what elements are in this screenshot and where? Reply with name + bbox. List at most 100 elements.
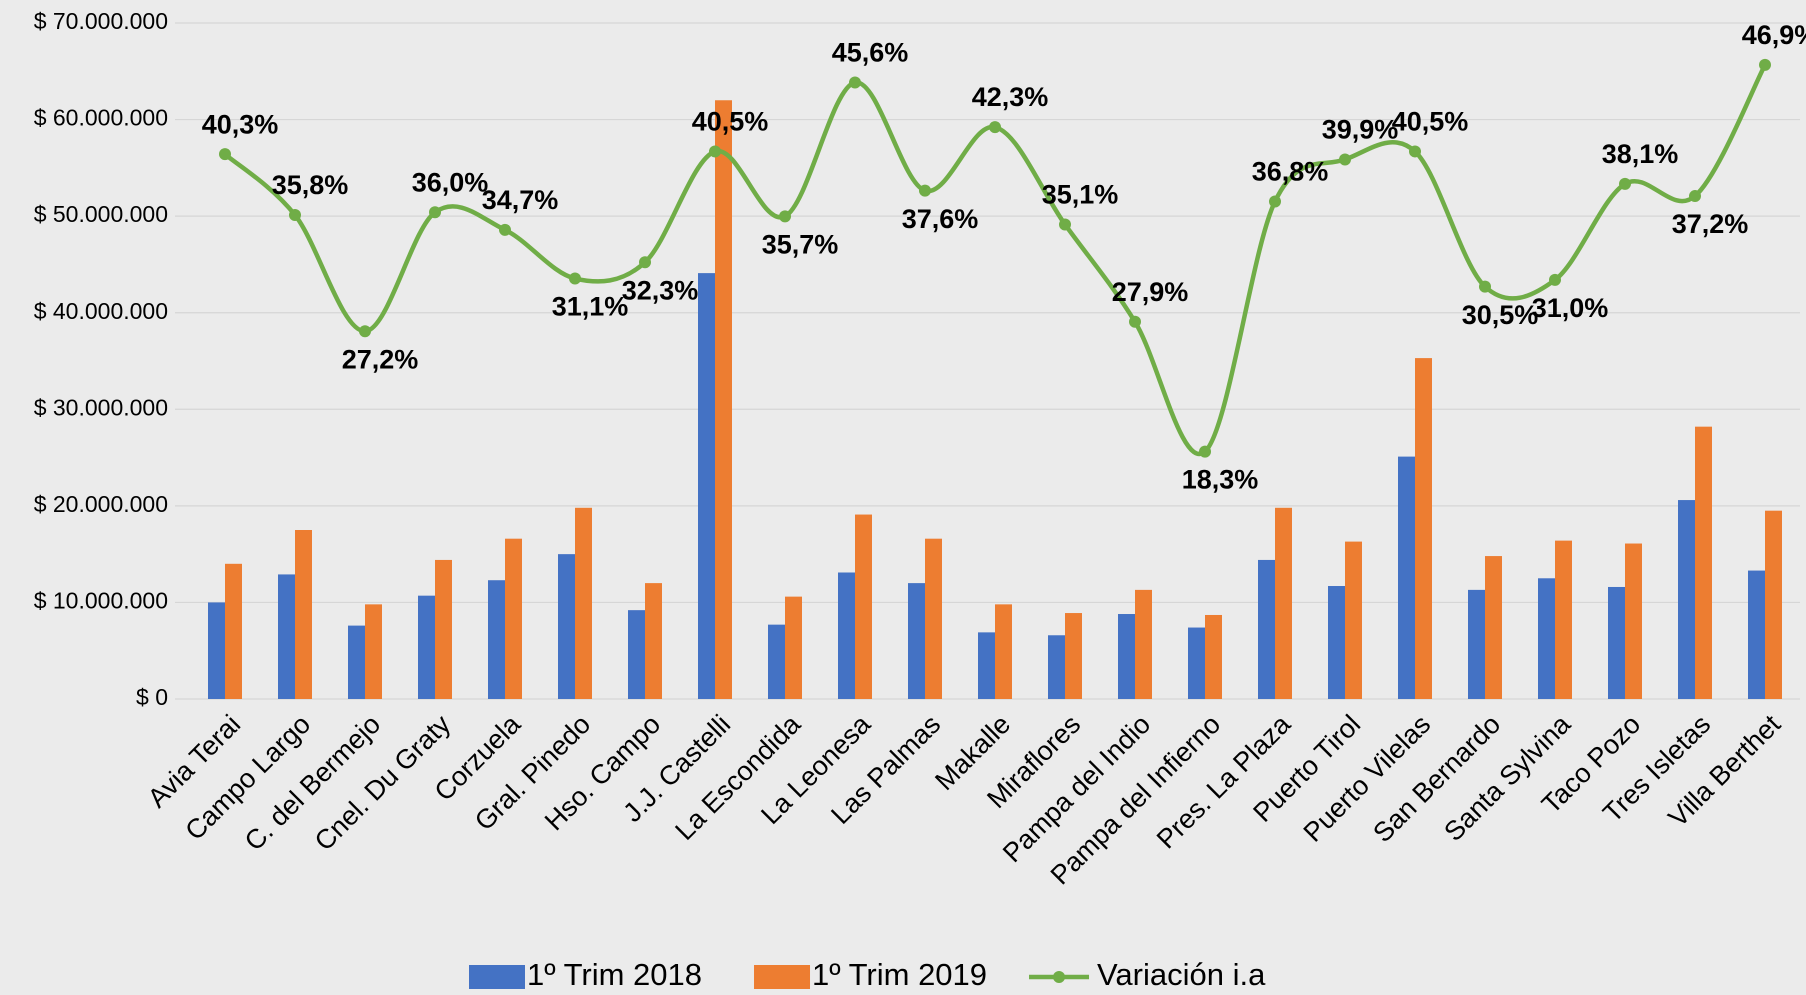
bar — [908, 583, 925, 699]
line-marker — [1129, 315, 1141, 328]
y-tick-label: $ 0 — [136, 684, 168, 710]
bar — [1258, 559, 1275, 699]
bar — [1135, 589, 1152, 699]
bar — [418, 595, 435, 699]
bar — [1485, 556, 1502, 699]
y-tick-label: $ 30.000.000 — [34, 394, 168, 420]
bar — [628, 610, 645, 699]
line-marker — [429, 206, 441, 219]
bar — [1748, 570, 1765, 699]
data-label: 40,3% — [202, 109, 279, 139]
line-marker — [289, 208, 301, 221]
bar — [925, 538, 942, 699]
line-marker — [1619, 177, 1631, 190]
legend-label: 1º Trim 2019 — [812, 957, 987, 992]
data-label: 46,9% — [1742, 20, 1806, 50]
legend-label: 1º Trim 2018 — [527, 957, 702, 992]
line-marker — [709, 145, 721, 158]
line-marker — [919, 184, 931, 197]
bar — [1468, 589, 1485, 699]
line-marker — [1269, 195, 1281, 208]
bar — [1678, 500, 1695, 699]
line-marker — [1689, 190, 1701, 203]
line-marker — [779, 210, 791, 223]
bar — [855, 514, 872, 699]
bar — [365, 604, 382, 699]
bar — [1328, 586, 1345, 699]
data-label: 27,2% — [342, 344, 419, 374]
line-marker — [1199, 445, 1211, 458]
bar — [785, 596, 802, 699]
bar — [1398, 456, 1415, 699]
line-marker — [1409, 145, 1421, 158]
line-marker — [1549, 273, 1561, 286]
bar — [1048, 635, 1065, 699]
data-label: 36,0% — [412, 167, 489, 197]
bar — [488, 580, 505, 699]
bar — [1065, 613, 1082, 699]
legend-label: Variación i.a — [1097, 957, 1266, 992]
bar — [978, 632, 995, 699]
legend-swatch — [469, 965, 525, 989]
data-label: 35,1% — [1042, 180, 1119, 210]
data-label: 37,6% — [902, 204, 979, 234]
bar — [645, 583, 662, 699]
line-marker — [849, 76, 861, 89]
y-tick-label: $ 50.000.000 — [34, 201, 168, 227]
bar — [558, 554, 575, 699]
data-label: 40,5% — [1392, 107, 1469, 137]
bar — [1275, 507, 1292, 699]
data-label: 34,7% — [482, 185, 559, 215]
y-tick-label: $ 10.000.000 — [34, 588, 168, 614]
data-label: 39,9% — [1322, 115, 1399, 145]
bar — [278, 574, 295, 699]
line-marker — [1339, 153, 1351, 166]
bar — [1345, 541, 1362, 699]
bar — [348, 625, 365, 699]
bar — [698, 273, 715, 699]
bar — [575, 507, 592, 699]
line-marker — [1759, 58, 1771, 71]
data-label: 40,5% — [692, 107, 769, 137]
bar — [505, 538, 522, 699]
data-label: 36,8% — [1252, 157, 1329, 187]
bar — [225, 563, 242, 699]
y-tick-label: $ 20.000.000 — [34, 491, 168, 517]
bar — [1555, 540, 1572, 699]
line-marker — [639, 256, 651, 269]
bar — [435, 559, 452, 699]
bar — [1765, 510, 1782, 699]
line — [223, 63, 1767, 457]
data-label: 18,3% — [1182, 465, 1259, 495]
data-label: 35,8% — [272, 170, 349, 200]
y-tick-label: $ 40.000.000 — [34, 298, 168, 324]
y-tick-label: $ 70.000.000 — [34, 8, 168, 34]
line-marker — [359, 325, 371, 338]
data-label: 31,0% — [1532, 293, 1609, 323]
bar — [208, 602, 225, 699]
bar — [1188, 627, 1205, 699]
bar — [1695, 426, 1712, 699]
data-label: 45,6% — [832, 38, 909, 68]
bar — [768, 624, 785, 699]
bar — [1625, 543, 1642, 699]
bar — [1608, 586, 1625, 699]
bar — [1118, 614, 1135, 699]
line-marker — [1059, 218, 1071, 231]
data-label: 42,3% — [972, 82, 1049, 112]
data-label: 37,2% — [1672, 209, 1749, 239]
y-tick-label: $ 60.000.000 — [34, 105, 168, 131]
data-label: 38,1% — [1602, 139, 1679, 169]
bar — [1415, 358, 1432, 699]
data-label: 35,7% — [762, 229, 839, 259]
bar — [1538, 578, 1555, 699]
bar — [995, 604, 1012, 699]
line-marker — [569, 272, 581, 285]
legend-swatch — [1053, 971, 1066, 983]
bar — [715, 100, 732, 699]
line-marker — [1479, 280, 1491, 293]
data-label: 32,3% — [622, 275, 699, 305]
line-marker — [219, 148, 231, 161]
data-label: 31,1% — [552, 292, 629, 322]
